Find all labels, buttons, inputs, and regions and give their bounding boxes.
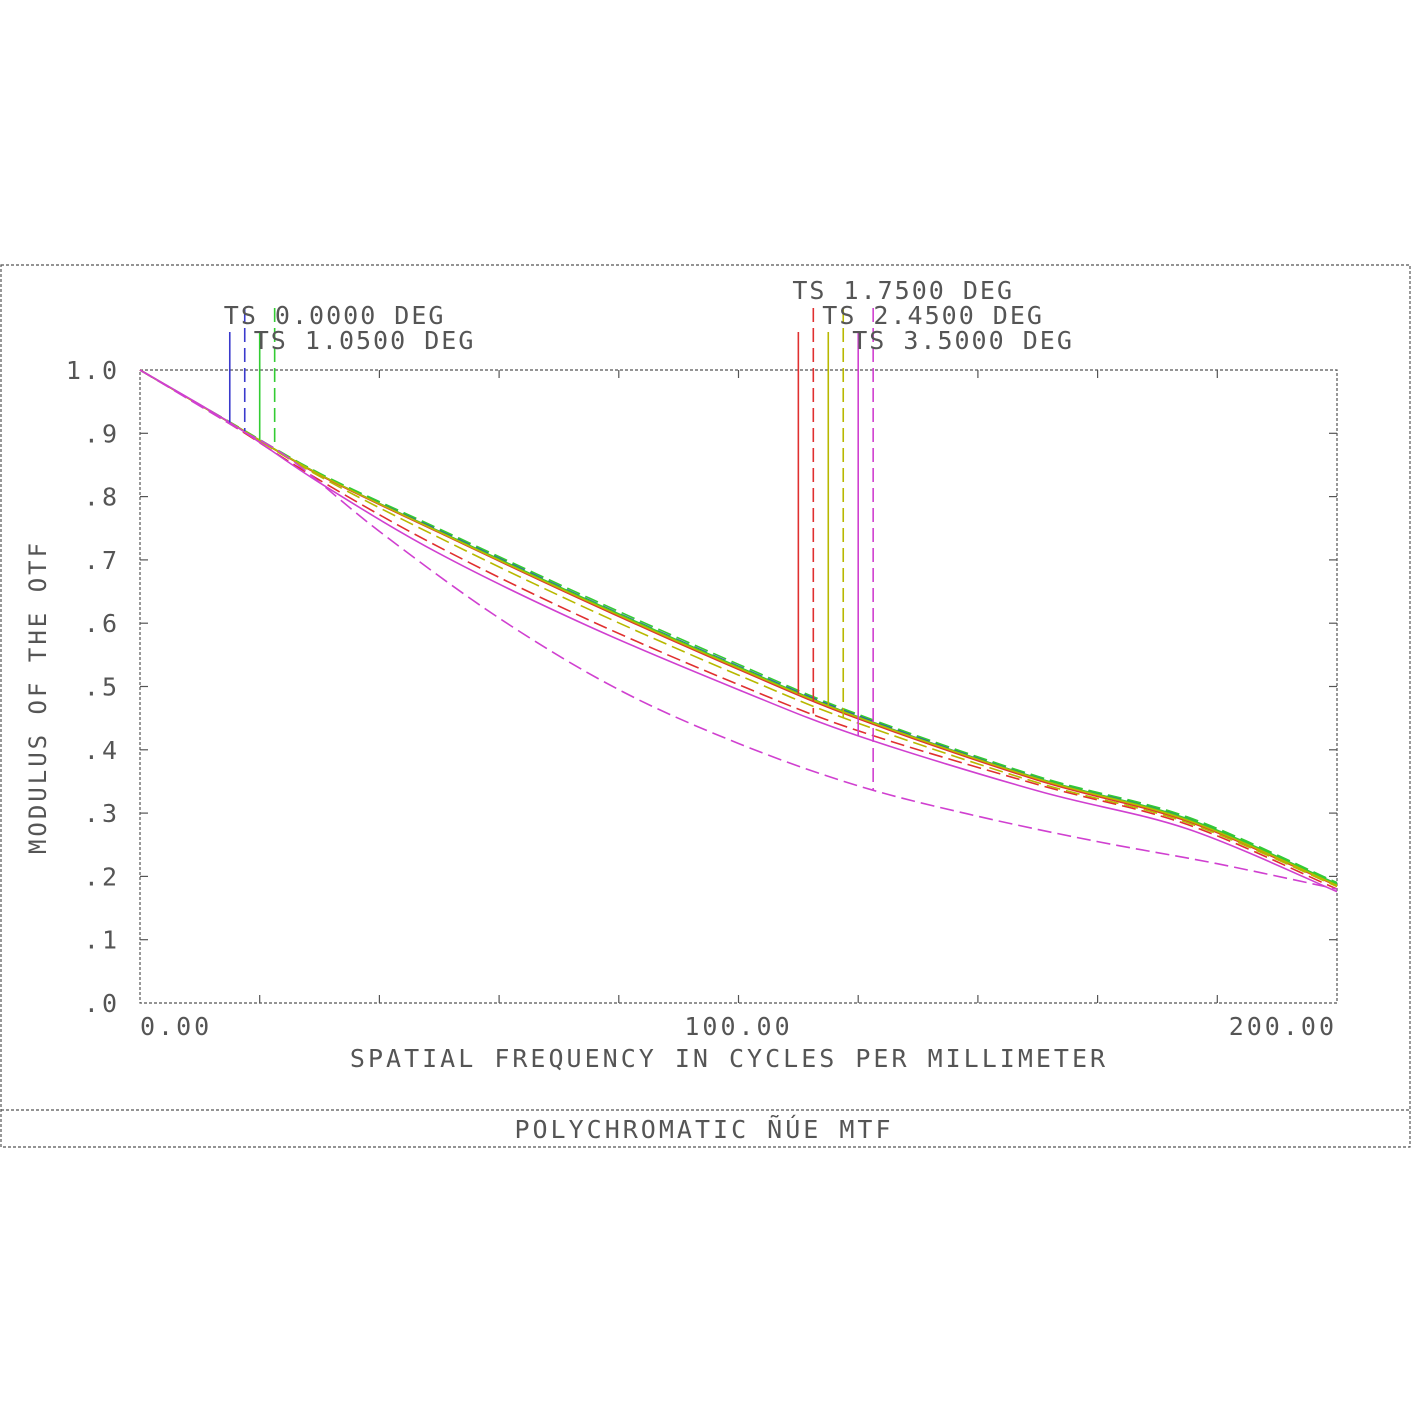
x-tick-label-2: 200.00 [1229, 1012, 1337, 1041]
x-axis-label: SPATIAL FREQUENCY IN CYCLES PER MILLIMET… [350, 1044, 1108, 1073]
legend-label-3: TS 2.4500 DEG [822, 301, 1044, 330]
y-tick-label-8: .2 [84, 862, 120, 891]
y-tick-label-10: .0 [84, 989, 120, 1018]
y-axis-label: MODULUS OF THE OTF [24, 540, 52, 854]
series-line-6 [139, 369, 1338, 887]
y-tick-label-2: .8 [84, 483, 120, 512]
chart-title: POLYCHROMATIC ÑÚE MTF [514, 1114, 893, 1144]
plot-area-frame [139, 369, 1338, 1004]
series-line-8 [139, 369, 1338, 893]
y-tick-label-9: .1 [84, 926, 120, 955]
series-line-5 [139, 369, 1338, 890]
y-tick-label-1: .9 [84, 419, 120, 448]
series-line-7 [139, 369, 1338, 888]
axis-ticks [140, 370, 1337, 1003]
mtf-series-group [139, 369, 1338, 893]
y-tick-label-4: .6 [84, 609, 120, 638]
outer-frame [0, 264, 1411, 1148]
legend-label-4: TS 3.5000 DEG [852, 326, 1074, 355]
y-tick-label-0: 1.0 [66, 356, 120, 385]
series-line-3 [139, 369, 1338, 884]
legend-label-2: TS 1.7500 DEG [792, 276, 1014, 305]
legend-label-1: TS 1.0500 DEG [254, 326, 476, 355]
y-tick-label-3: .7 [84, 546, 120, 575]
x-tick-label-0: 0.00 [140, 1012, 212, 1041]
axis-tick-labels: 1.0 .9 .8 .7 .6 .5 .4 .3 .2 .1 .0 0.00 100.00 200.00 [66, 356, 1337, 1041]
series-line-1 [139, 369, 1338, 884]
legend-label-0: TS 0.0000 DEG [224, 301, 446, 330]
x-tick-label-1: 100.00 [684, 1012, 792, 1041]
series-line-9 [139, 369, 1338, 890]
y-tick-label-5: .5 [84, 673, 120, 702]
y-tick-label-7: .3 [84, 799, 120, 828]
y-tick-label-6: .4 [84, 736, 120, 765]
